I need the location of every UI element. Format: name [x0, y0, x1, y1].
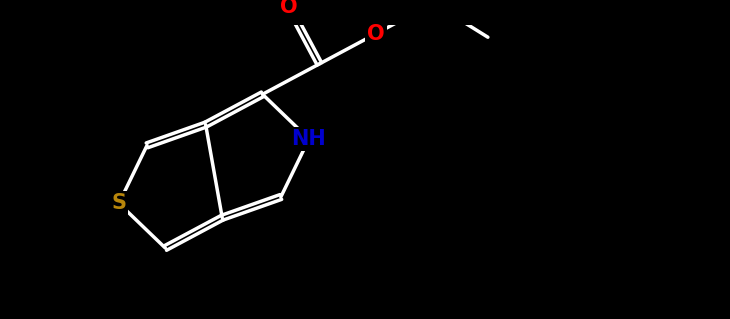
Text: O: O: [280, 0, 298, 17]
Text: S: S: [112, 193, 126, 213]
Text: NH: NH: [291, 129, 326, 149]
Text: O: O: [367, 24, 385, 43]
